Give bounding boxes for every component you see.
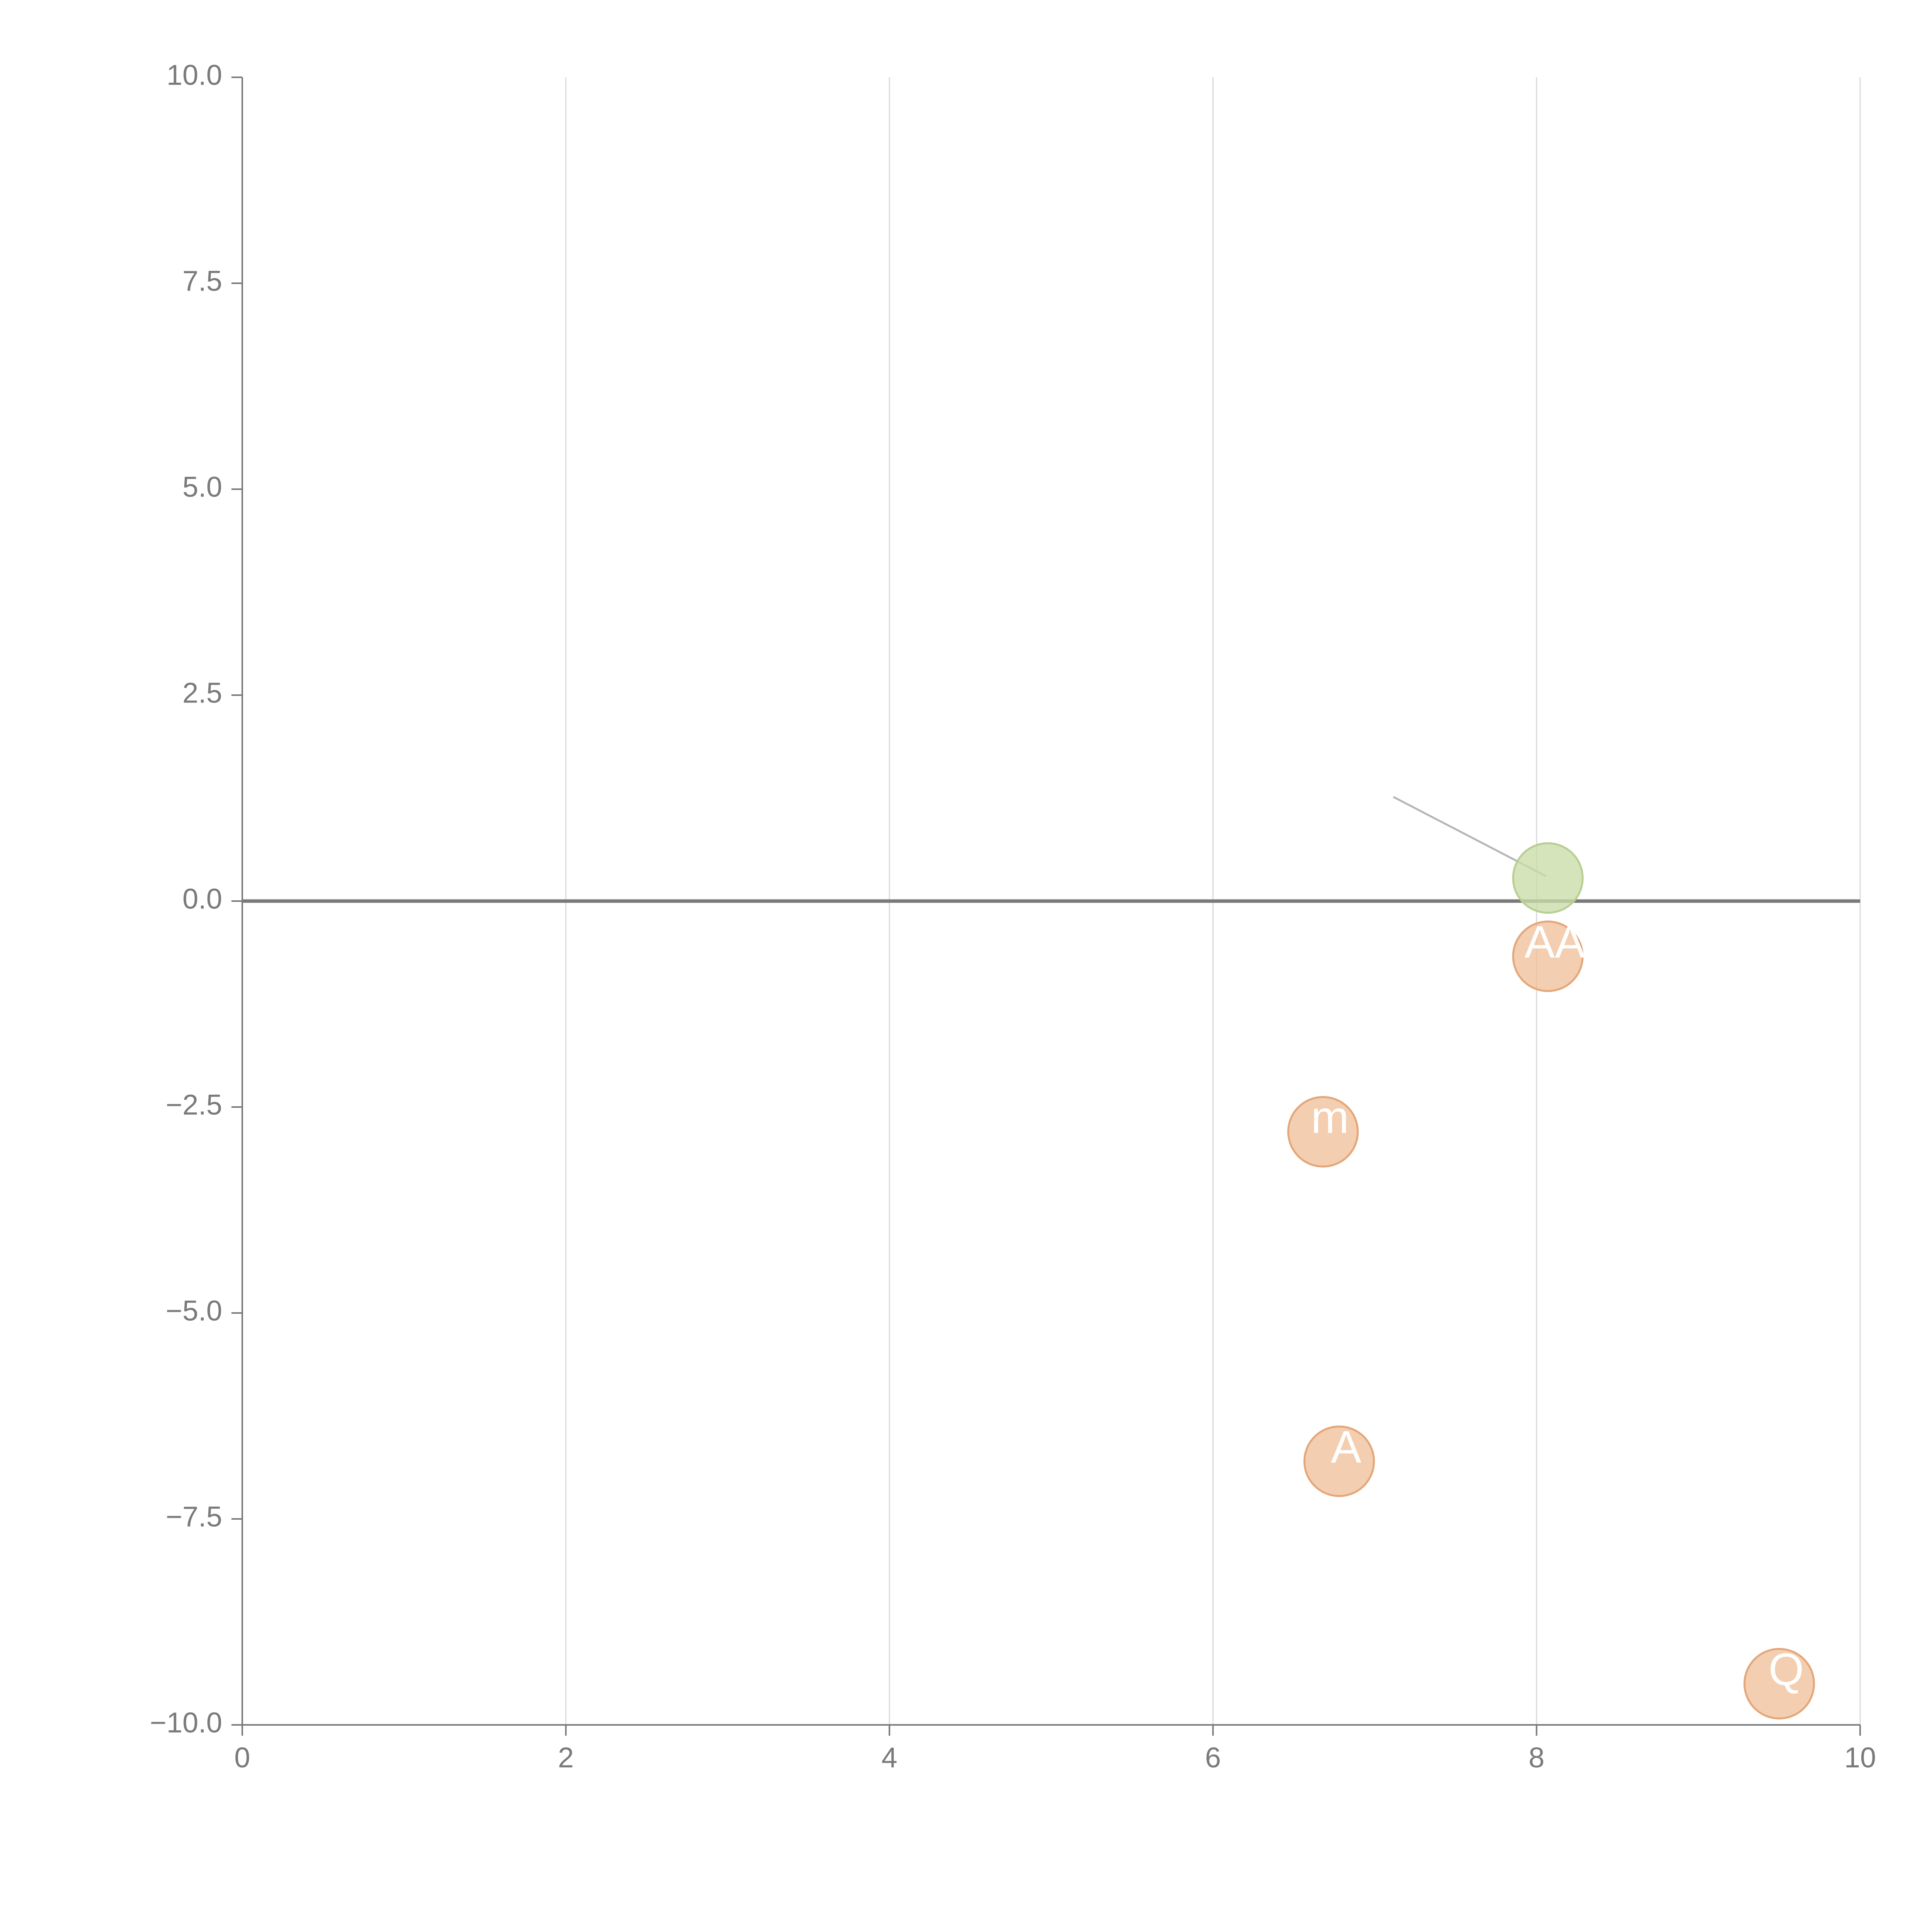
y-tick-label: 10.0 bbox=[167, 59, 222, 91]
y-tick-label: 7.5 bbox=[182, 265, 222, 297]
x-tick-label: 4 bbox=[881, 1742, 897, 1774]
label-layer: AA m A Q bbox=[1311, 917, 1804, 1695]
y-tick-label: −10.0 bbox=[150, 1707, 222, 1739]
y-tick-label: 5.0 bbox=[182, 471, 222, 503]
point-label-2: m bbox=[1311, 1092, 1349, 1143]
x-tick-label: 2 bbox=[558, 1742, 574, 1774]
x-tick-label: 8 bbox=[1529, 1742, 1544, 1774]
connector-layer bbox=[1393, 796, 1780, 1673]
axis-layer: 10.0 7.5 5.0 2.5 0.0 −2.5 −5.0 −7.5 −10.0 0 2 4 6 8 10 bbox=[150, 59, 1876, 1774]
x-tick-label: 10 bbox=[1844, 1742, 1876, 1774]
point-label-3: A bbox=[1331, 1422, 1361, 1473]
data-point-2 bbox=[1287, 1096, 1359, 1168]
point-label-1: AA bbox=[1524, 917, 1585, 968]
y-tick-label: 0.0 bbox=[182, 883, 222, 915]
data-point-0 bbox=[1512, 842, 1584, 914]
y-tick-label: −5.0 bbox=[166, 1295, 222, 1327]
y-tick-label: −7.5 bbox=[166, 1501, 222, 1533]
y-tick-label: −2.5 bbox=[166, 1089, 222, 1121]
x-tick-label: 6 bbox=[1205, 1742, 1221, 1774]
x-tick-label: 0 bbox=[234, 1742, 250, 1774]
data-point-4 bbox=[1743, 1648, 1815, 1719]
point-layer bbox=[1287, 842, 1815, 1719]
y-tick-label: 2.5 bbox=[182, 677, 222, 709]
point-label-4: Q bbox=[1769, 1644, 1804, 1695]
data-point-3 bbox=[1303, 1425, 1375, 1497]
data-point-1 bbox=[1512, 920, 1584, 992]
